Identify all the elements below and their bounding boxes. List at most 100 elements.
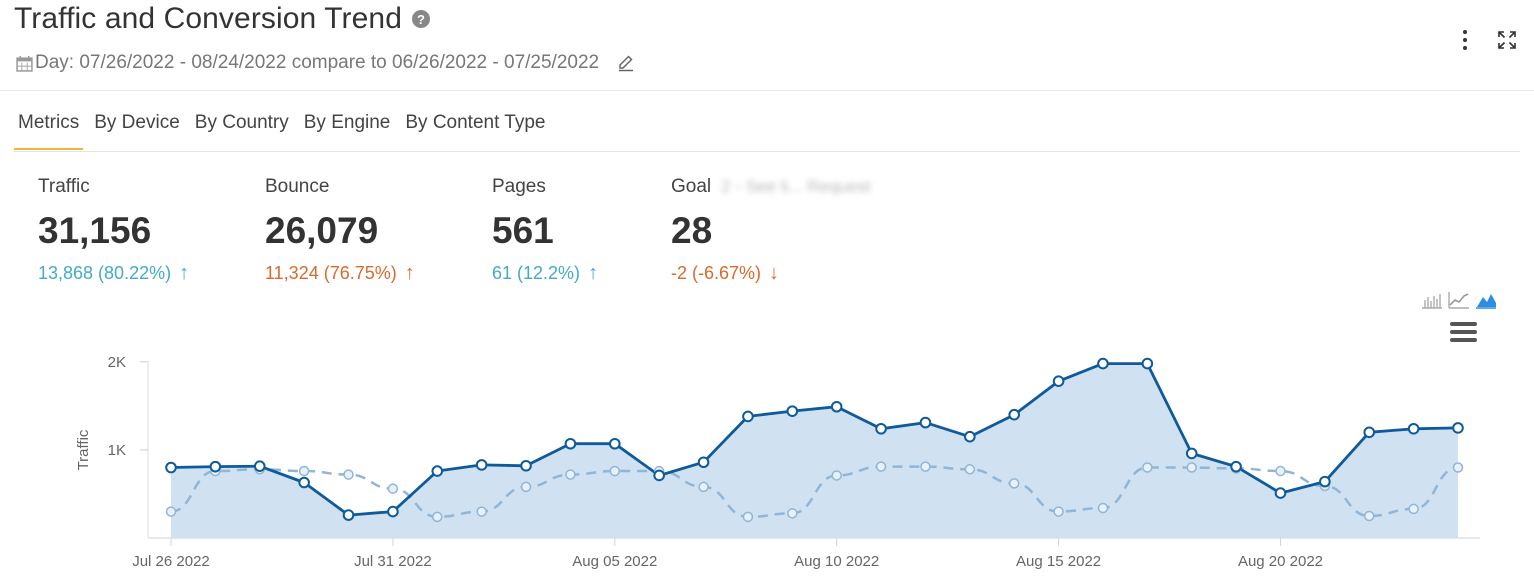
compare-data-point [1275,465,1286,477]
traffic-data-point [1097,357,1109,370]
compare-data-point [1008,478,1020,489]
compare-data-point [387,483,399,494]
traffic-data-point [387,505,399,518]
traffic-data-point [253,460,266,473]
help-icon[interactable]: ? [412,10,430,28]
x-tick-label: Aug 05 2022 [572,553,657,570]
compare-data-point [165,506,177,517]
compare-data-point [964,464,976,475]
area-chart-icon[interactable] [1475,291,1497,309]
date-range-row: Day: 07/26/2022 - 08/24/2022 compare to … [16,52,635,74]
arrow-down-icon: ↓ [769,262,780,284]
compare-data-point [476,506,487,517]
header-divider [0,90,1534,91]
traffic-series-line [170,362,1459,517]
metric-label: Traffic [38,176,90,197]
compare-data-point [298,465,310,477]
traffic-data-point [431,465,444,477]
tab-by-country[interactable]: By Country [194,112,289,133]
metric-change-text: -2 (-6.67%) [671,263,762,283]
traffic-data-point [1052,375,1065,387]
tab-by-device[interactable]: By Device [94,112,180,133]
hamburger-menu-icon[interactable] [1450,322,1477,342]
metric-value: 26,079 [265,210,379,251]
tabs-divider [14,151,1520,152]
metric-label-row: Goal 2 - See li... Request [671,176,870,198]
traffic-data-point [608,437,621,450]
arrow-up-icon: ↑ [588,262,599,284]
line-chart-icon[interactable] [1448,291,1470,309]
traffic-data-point [342,509,355,521]
metric-label: Goal [671,176,712,197]
tab-bar: Metrics By Device By Country By Engine B… [14,112,557,150]
traffic-data-point [520,459,532,472]
bar-chart-icon[interactable] [1421,291,1443,309]
compare-data-point [343,469,354,480]
traffic-data-point [1452,422,1464,434]
calendar-icon [16,55,33,72]
traffic-data-point [1274,487,1287,499]
traffic-data-point [1230,460,1242,473]
metric-change-text: 11,324 (76.75%) [265,263,397,283]
y-tick-label: 2K [108,354,126,371]
compare-data-point [787,508,798,519]
top-right-actions [1462,30,1516,50]
traffic-data-point [830,400,843,413]
more-vertical-icon[interactable] [1462,30,1468,50]
compare-data-point [698,481,709,493]
metric-change: 11,324 (76.75%) ↑ [265,262,415,285]
traffic-data-point [165,461,177,474]
metric-value: 561 [492,210,554,251]
compare-data-point [1142,462,1153,473]
metric-change-text: 61 (12.2%) [492,263,581,283]
compare-data-point [565,469,576,480]
arrow-up-icon: ↑ [404,262,415,284]
date-range-text: Day: 07/26/2022 - 08/24/2022 compare to … [35,52,600,73]
expand-icon[interactable] [1498,31,1516,49]
metric-change: -2 (-6.67%) ↓ [671,262,870,285]
metric-label: Pages [492,176,546,197]
compare-data-point [1363,510,1375,522]
traffic-data-point [1008,408,1021,421]
compare-data-point [742,511,754,523]
arrow-up-icon: ↑ [179,262,190,284]
tab-by-engine[interactable]: By Engine [303,112,391,133]
metric-pages: Pages 561 61 (12.2%) ↑ [492,176,598,285]
metric-bounce: Bounce 26,079 11,324 (76.75%) ↑ [265,176,415,285]
x-tick-label: Aug 15 2022 [1016,553,1101,570]
compare-data-point [520,481,532,493]
traffic-data-point [964,430,976,443]
metric-change: 13,868 (80.22%) ↑ [38,262,189,285]
traffic-area-fill [171,363,1458,538]
traffic-data-point [1141,357,1154,370]
y-tick-label: 1K [108,442,126,459]
traffic-data-point [209,460,222,473]
page-title: Traffic and Conversion Trend [14,2,402,35]
compare-data-point [1053,506,1064,517]
traffic-data-point [564,437,577,450]
traffic-data-point [697,456,710,469]
traffic-data-point [475,459,488,471]
metric-change-text: 13,868 (80.22%) [38,263,172,283]
compare-data-point [432,511,443,523]
metric-goal: Goal 2 - See li... Request 28 -2 (-6.67%… [671,176,870,285]
metric-traffic: Traffic 31,156 13,868 (80.22%) ↑ [38,176,189,285]
edit-icon[interactable] [617,54,635,72]
compare-data-point [1452,462,1464,473]
traffic-data-point [875,422,887,435]
compare-data-point [831,470,842,481]
metric-change: 61 (12.2%) ↑ [492,262,598,285]
metric-value: 28 [671,210,713,251]
compare-data-point [1408,503,1419,515]
traffic-data-point [742,410,754,423]
x-tick-label: Aug 10 2022 [794,553,879,570]
traffic-data-point [1319,475,1331,488]
title-row: Traffic and Conversion Trend ? [14,2,430,36]
traffic-data-point [1363,426,1376,439]
compare-data-point [609,465,621,477]
tab-metrics[interactable]: Metrics [14,112,84,150]
metric-label: Bounce [265,176,330,197]
compare-data-point [875,461,887,472]
x-tick-label: Jul 31 2022 [354,553,432,570]
tab-by-content-type[interactable]: By Content Type [405,112,546,133]
